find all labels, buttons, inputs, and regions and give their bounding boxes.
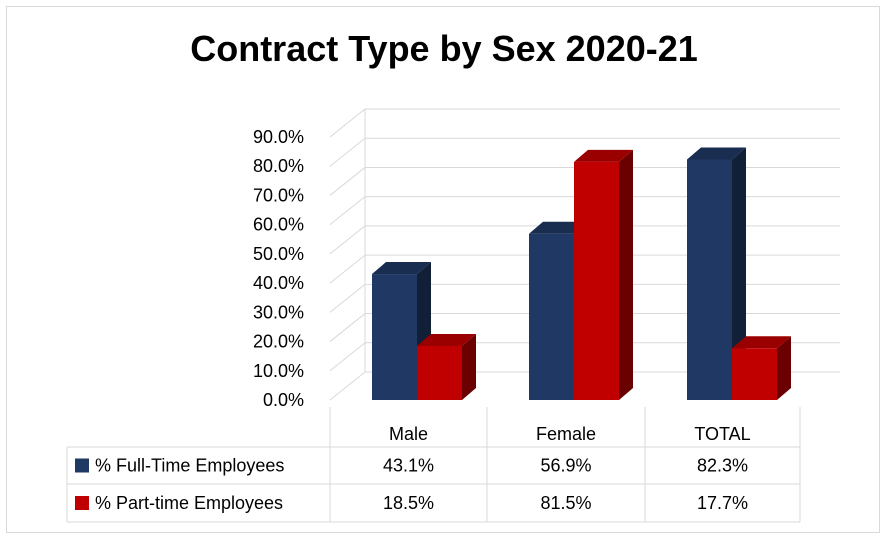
bar-top xyxy=(574,149,633,162)
legend-swatch xyxy=(75,458,89,473)
bar xyxy=(417,345,462,400)
gridline-diagonal xyxy=(329,342,366,372)
y-tick-label: 70.0% xyxy=(253,185,304,205)
data-label: 82.3% xyxy=(697,456,748,476)
bar-top xyxy=(372,262,431,275)
bar xyxy=(372,274,417,400)
gridline-diagonal xyxy=(329,225,366,255)
bar xyxy=(732,348,777,400)
gridline-diagonal xyxy=(329,137,366,167)
gridline-diagonal xyxy=(329,196,366,226)
gridline-diagonal xyxy=(329,371,366,401)
y-tick-label: 20.0% xyxy=(253,332,304,352)
gridline-diagonal xyxy=(329,283,366,313)
gridline-diagonal xyxy=(329,254,366,284)
legend-label: % Full-Time Employees xyxy=(95,456,284,476)
bar xyxy=(574,161,619,400)
data-label: 18.5% xyxy=(383,493,434,513)
y-tick-label: 40.0% xyxy=(253,273,304,293)
bar-side xyxy=(619,149,633,400)
data-label: 43.1% xyxy=(383,456,434,476)
chart-title: Contract Type by Sex 2020-21 xyxy=(190,28,698,69)
y-tick-label: 10.0% xyxy=(253,361,304,381)
y-tick-label: 90.0% xyxy=(253,127,304,147)
y-tick-label: 50.0% xyxy=(253,244,304,264)
bar-top xyxy=(417,333,476,346)
bar-side xyxy=(777,336,791,400)
bar-top xyxy=(732,336,791,349)
data-label: 81.5% xyxy=(540,493,591,513)
bar-side xyxy=(462,333,476,400)
x-category-label: Male xyxy=(389,424,428,444)
bar xyxy=(529,233,574,400)
y-tick-label: 30.0% xyxy=(253,302,304,322)
y-tick-label: 0.0% xyxy=(263,390,304,410)
legend-label: % Part-time Employees xyxy=(95,493,283,513)
bar-side xyxy=(732,147,746,400)
bar xyxy=(687,159,732,400)
bar-top xyxy=(529,221,588,234)
data-label: 56.9% xyxy=(540,456,591,476)
y-tick-label: 60.0% xyxy=(253,215,304,235)
data-label: 17.7% xyxy=(697,493,748,513)
x-category-label: TOTAL xyxy=(694,424,750,444)
x-category-label: Female xyxy=(536,424,596,444)
gridline-diagonal xyxy=(329,167,366,196)
gridline-diagonal xyxy=(329,313,366,342)
gridline-diagonal xyxy=(329,108,366,138)
legend-swatch xyxy=(75,496,89,510)
bar-top xyxy=(687,147,746,160)
y-tick-label: 80.0% xyxy=(253,156,304,176)
